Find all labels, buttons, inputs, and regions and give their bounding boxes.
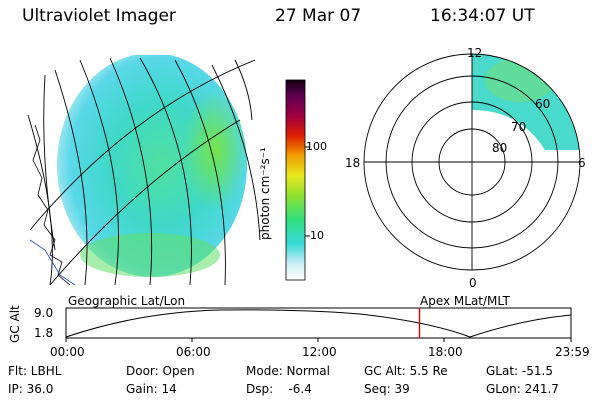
colorbar (285, 79, 310, 281)
colorbar-fill (285, 79, 306, 281)
altitude-curve (65, 309, 572, 338)
dsp-value: Dsp: -6.4 (246, 382, 312, 396)
timeline-y-top: 9.0 (34, 306, 54, 320)
polar-label-0: 0 (469, 276, 477, 290)
timeline-tick-4: 23:59 (555, 345, 590, 359)
polar-ring-80: 80 (492, 141, 508, 155)
aurora-glow (183, 90, 247, 210)
timeline-axis-label: GC Alt (8, 305, 22, 343)
date-label: 27 Mar 07 (275, 6, 362, 26)
glon-value: GLon: 241.7 (486, 382, 559, 396)
timeline-tick-1: 06:00 (176, 345, 211, 359)
mode-value: Mode: Normal (246, 364, 330, 378)
ip-value: IP: 36.0 (8, 382, 54, 396)
timeline-plot (65, 307, 572, 342)
door-value: Door: Open (126, 364, 195, 378)
polar-label-18: 18 (345, 156, 361, 170)
colorbar-tick-10: 10 (310, 229, 324, 242)
colorbar-unit-label: photon cm⁻²s⁻¹ (258, 147, 272, 240)
app-title: Ultraviolet Imager (22, 6, 176, 26)
latlon-grid (27, 57, 261, 285)
polar-label-6: 6 (578, 156, 586, 170)
polar-plot (363, 53, 581, 271)
timeline-tick-3: 18:00 (428, 345, 463, 359)
glat-value: GLat: -51.5 (486, 364, 553, 378)
earth-image (27, 55, 261, 285)
lower-glow (80, 233, 220, 277)
filter-value: Flt: LBHL (8, 364, 62, 378)
coast-blue (29, 239, 76, 285)
polar-label-12: 12 (467, 46, 483, 60)
seq-value: Seq: 39 (364, 382, 410, 396)
gain-value: Gain: 14 (126, 382, 177, 396)
time-label: 16:34:07 UT (430, 6, 535, 26)
polar-ring-60: 60 (535, 97, 551, 111)
timeline-tick-0: 00:00 (50, 345, 85, 359)
colorbar-tick-100: 100 (306, 140, 327, 153)
timeline-right-caption: Apex MLat/MLT (420, 294, 510, 308)
timeline-y-bottom: 1.8 (34, 326, 54, 340)
timeline-tick-2: 12:00 (302, 345, 337, 359)
coastline (32, 124, 71, 285)
timeline-left-caption: Geographic Lat/Lon (68, 294, 186, 308)
gc-alt-value: GC Alt: 5.5 Re (364, 364, 448, 378)
polar-ring-70: 70 (511, 120, 527, 134)
